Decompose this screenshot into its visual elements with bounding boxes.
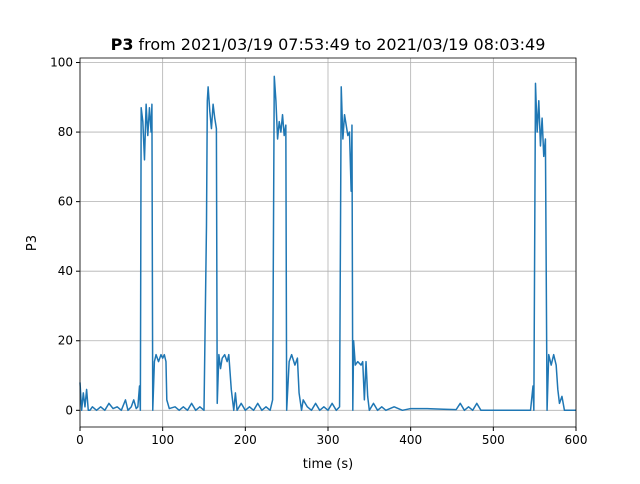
x-tick-label: 300 xyxy=(317,433,340,447)
title-bold: P3 xyxy=(111,35,134,54)
x-tick-label: 200 xyxy=(234,433,257,447)
x-tick-label: 0 xyxy=(76,433,84,447)
x-axis-label: time (s) xyxy=(303,457,353,472)
x-tick-label: 400 xyxy=(399,433,422,447)
y-tick-label: 0 xyxy=(65,403,73,417)
x-tick-label: 100 xyxy=(151,433,174,447)
line xyxy=(79,75,576,412)
chart-title: P3 from 2021/03/19 07:53:49 to 2021/03/19… xyxy=(111,35,546,54)
y-tick-label: 20 xyxy=(58,334,73,348)
y-axis-label: P3 xyxy=(25,235,40,251)
y-tick-label: 80 xyxy=(58,125,73,139)
y-tick-label: 60 xyxy=(58,195,73,209)
y-tick-label: 40 xyxy=(58,264,73,278)
y-tick-label: 100 xyxy=(50,56,73,70)
plot-frame xyxy=(79,57,577,428)
x-tick-label: 600 xyxy=(565,433,588,447)
x-tick-label: 500 xyxy=(482,433,505,447)
title-text: from 2021/03/19 07:53:49 to 2021/03/19 0… xyxy=(138,35,545,54)
